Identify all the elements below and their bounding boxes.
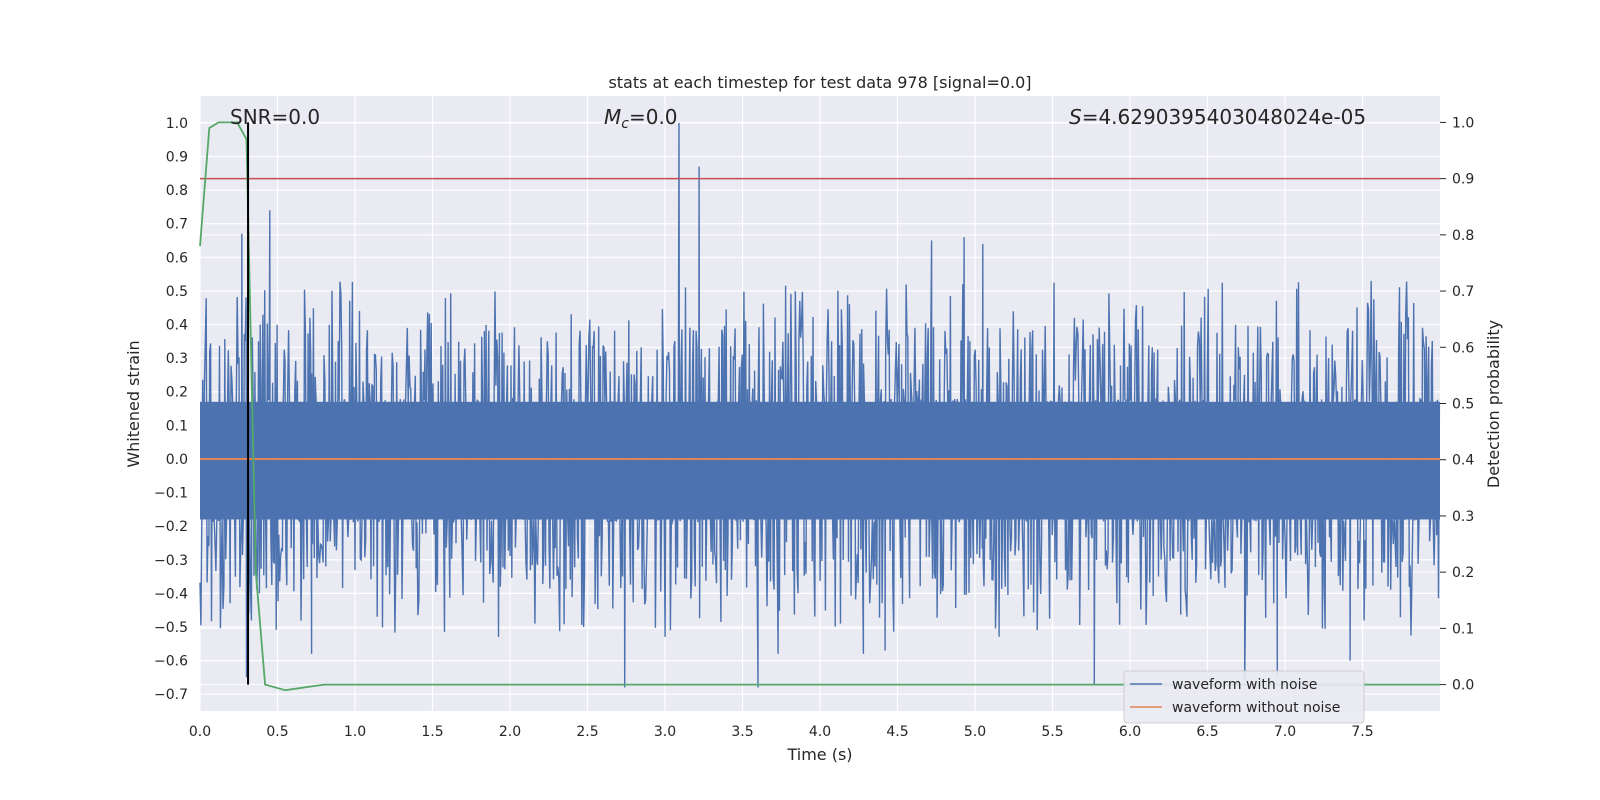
x-tick-label: 0.5: [266, 724, 288, 740]
y-tick-label: 0.9: [166, 149, 188, 165]
y2-tick-label: 0.4: [1452, 453, 1474, 469]
y-tick-label: −0.3: [154, 553, 188, 569]
y2-tick-label: 0.5: [1452, 397, 1474, 413]
y-axis-label: Whitened strain: [124, 340, 143, 467]
y-tick-label: −0.6: [154, 654, 188, 670]
x-tick-label: 0.0: [189, 724, 211, 740]
y-tick-labels: −0.7 −0.6 −0.5 −0.4 −0.3 −0.2 −0.1 0.0 0.1 0.2 0.3…: [154, 116, 188, 703]
x-tick-label: 5.5: [1041, 724, 1063, 740]
y-tick-label: −0.4: [154, 586, 188, 602]
legend-label-clean: waveform without noise: [1172, 700, 1340, 716]
y2-tick-label: 0.2: [1452, 565, 1474, 581]
y2-tick-label: 0.0: [1452, 678, 1474, 694]
y-tick-label: 0.8: [166, 183, 188, 199]
legend: waveform with noise waveform without noi…: [1123, 670, 1365, 724]
y2-tick-label: 0.8: [1452, 228, 1474, 244]
detection-probability-line: [199, 121, 1440, 692]
legend-box: [1123, 670, 1365, 724]
y-tick-label: 0.3: [166, 351, 188, 367]
x-tick-label: 1.0: [344, 724, 366, 740]
y2-tick-label: 0.1: [1452, 621, 1474, 637]
x-tick-label: 7.5: [1351, 724, 1373, 740]
y-tick-label: 0.4: [166, 318, 188, 334]
x-tick-label: 4.0: [809, 724, 831, 740]
snr-annotation: SNR=0.0: [230, 105, 320, 129]
x-axis-label: Time (s): [786, 745, 852, 764]
overlay-series: [199, 121, 1440, 692]
y-tick-label: −0.1: [154, 486, 188, 502]
y2-tick-labels: 0.0 0.1 0.2 0.3 0.4 0.5 0.6 0.7 0.8 0.9 1.0: [1440, 115, 1474, 694]
y2-axis-label: Detection probability: [1484, 320, 1503, 488]
y2-tick-label: 1.0: [1452, 115, 1474, 131]
x-tick-label: 1.5: [421, 724, 443, 740]
x-tick-label: 5.0: [964, 724, 986, 740]
x-tick-label: 3.5: [731, 724, 753, 740]
x-tick-label: 6.5: [1196, 724, 1218, 740]
x-tick-labels: 0.0 0.5 1.0 1.5 2.0 2.5 3.0 3.5 4.0 4.5 5.0 5.5 6.0 6…: [189, 724, 1374, 740]
waveform-with-noise-series: [199, 122, 1441, 688]
x-tick-label: 6.0: [1119, 724, 1141, 740]
y-tick-label: 0.2: [166, 385, 188, 401]
y2-tick-label: 0.7: [1452, 284, 1474, 300]
chart-title: stats at each timestep for test data 978…: [608, 73, 1031, 92]
y-tick-label: 0.6: [166, 250, 188, 266]
x-tick-label: 7.0: [1274, 724, 1296, 740]
y-tick-label: 0.0: [166, 452, 188, 468]
chirp-mass-annotation: Mc=0.0: [604, 105, 678, 132]
y2-tick-label: 0.3: [1452, 509, 1474, 525]
y-tick-label: −0.7: [154, 687, 188, 703]
y-tick-label: 0.1: [166, 418, 188, 434]
s-annotation: S=4.6290395403048024e-05: [1069, 105, 1366, 129]
y2-tick-label: 0.6: [1452, 340, 1474, 356]
y-tick-label: −0.5: [154, 620, 188, 636]
y-tick-label: 0.7: [166, 217, 188, 233]
y-tick-label: 1.0: [166, 116, 188, 132]
y-tick-label: −0.2: [154, 519, 188, 535]
x-tick-label: 3.0: [654, 724, 676, 740]
x-tick-label: 4.5: [886, 724, 908, 740]
x-tick-label: 2.5: [576, 724, 598, 740]
y-tick-label: 0.5: [166, 284, 188, 300]
y2-tick-label: 0.9: [1452, 172, 1474, 188]
legend-label-noise: waveform with noise: [1172, 677, 1317, 693]
noise-line: [199, 122, 1441, 688]
x-tick-label: 2.0: [499, 724, 521, 740]
